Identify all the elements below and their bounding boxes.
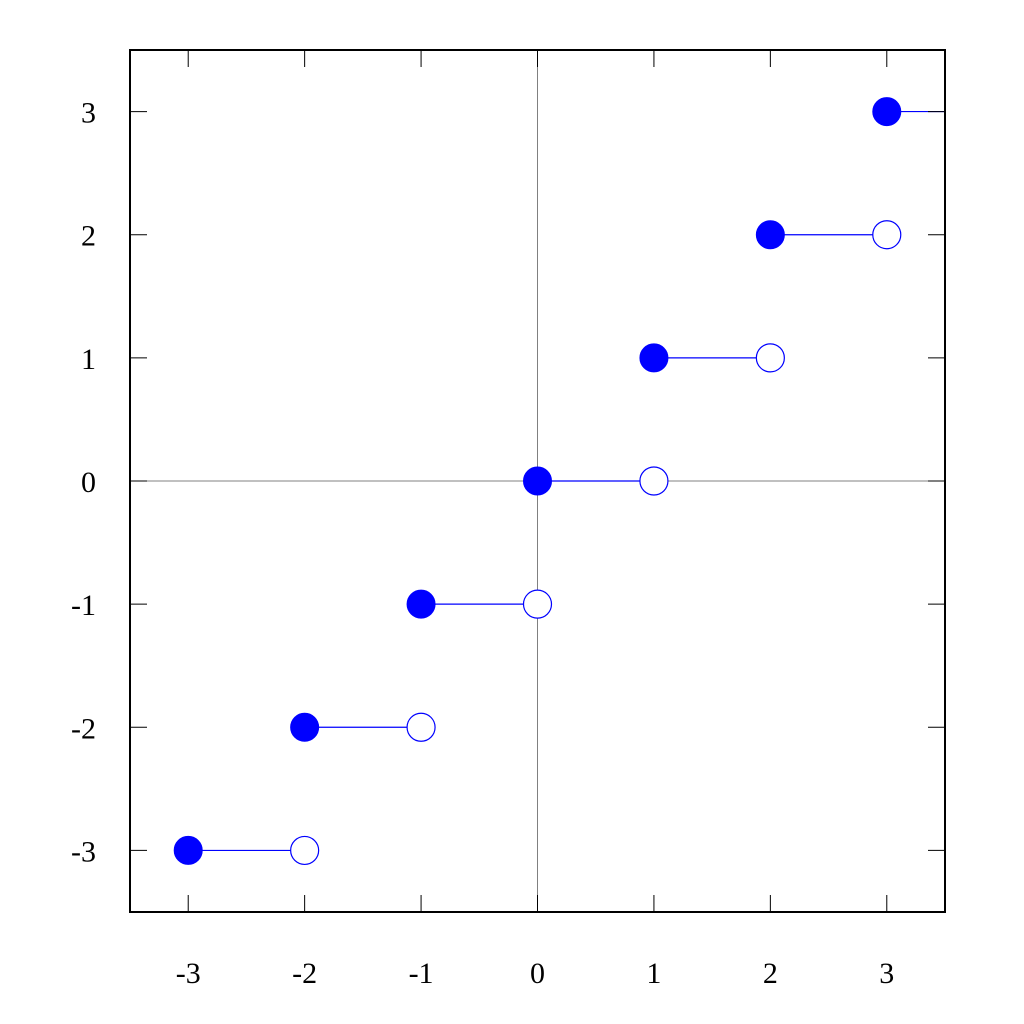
open-point — [872, 220, 902, 250]
y-tick-label: -3 — [71, 835, 96, 868]
open-point — [755, 343, 785, 373]
y-tick-label: 3 — [81, 97, 96, 130]
y-tick-label: -2 — [71, 712, 96, 745]
open-point — [406, 712, 436, 742]
x-tick-label: 0 — [530, 957, 545, 990]
x-tick-labels: -3 -2 -1 0 1 2 3 — [176, 957, 895, 990]
y-tick-label: 2 — [81, 220, 96, 253]
plot-frame — [129, 49, 946, 913]
x-tick-label: -2 — [292, 957, 317, 990]
x-tick-label: -3 — [176, 957, 201, 990]
closed-point — [639, 343, 669, 373]
x-tick-label: 3 — [879, 957, 894, 990]
axis-ticks — [130, 50, 945, 912]
closed-point — [290, 712, 320, 742]
closed-point — [872, 97, 902, 127]
open-point — [290, 835, 320, 866]
series-segments — [188, 110, 945, 852]
closed-point — [406, 589, 436, 619]
closed-point — [755, 220, 785, 250]
open-point — [522, 589, 553, 619]
y-tick-label: 1 — [81, 343, 96, 376]
y-tick-labels: -3 -2 -1 0 1 2 3 — [71, 97, 96, 869]
open-point — [639, 466, 669, 496]
y-tick-label: -1 — [71, 589, 96, 622]
series-points — [173, 97, 902, 866]
y-tick-label: 0 — [81, 466, 96, 499]
x-tick-label: -1 — [409, 957, 434, 990]
x-tick-label: 2 — [763, 957, 778, 990]
closed-point — [173, 835, 203, 865]
x-tick-label: 1 — [646, 957, 661, 990]
closed-point — [523, 466, 552, 496]
